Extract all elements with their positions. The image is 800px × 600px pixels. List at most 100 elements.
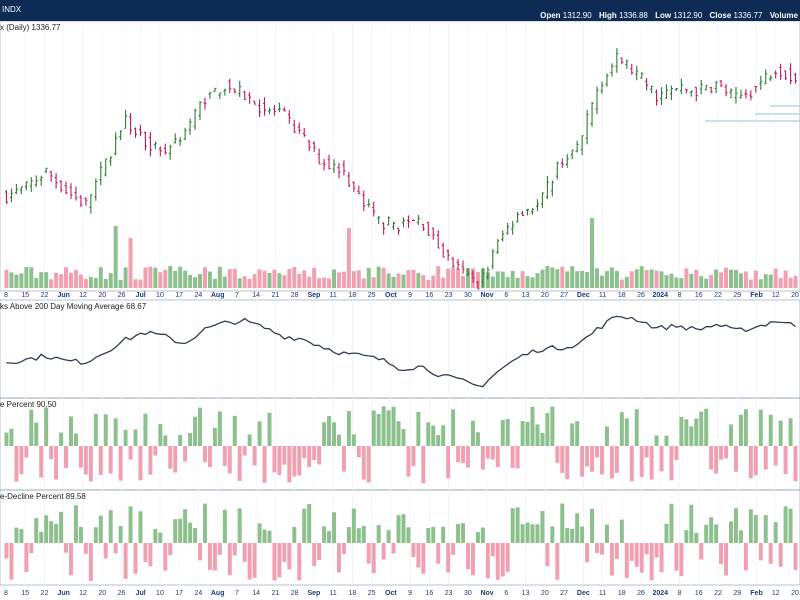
histogram-bar-down bbox=[654, 543, 659, 558]
histogram-bar-up bbox=[376, 525, 381, 543]
histogram-bar-down bbox=[719, 543, 724, 565]
histogram-bar-down bbox=[24, 446, 29, 458]
histogram-bar-up bbox=[93, 413, 98, 446]
x-tick-label: 20 bbox=[791, 292, 799, 299]
volume-bar bbox=[466, 268, 470, 288]
histogram-bar-up bbox=[758, 409, 763, 446]
x-tick-label: 14 bbox=[252, 292, 260, 299]
histogram-bar-down bbox=[113, 543, 118, 554]
histogram-bar-down bbox=[118, 446, 123, 481]
histogram-bar-up bbox=[9, 428, 14, 446]
volume-bar bbox=[257, 269, 262, 288]
header-symbol: INDX bbox=[2, 5, 22, 14]
x-tick-label: 12 bbox=[772, 590, 780, 597]
volume-bar bbox=[178, 266, 183, 288]
panel-frames bbox=[0, 21, 800, 586]
histogram-bar-up bbox=[570, 528, 575, 543]
volume-bar bbox=[138, 279, 143, 288]
histogram-bar-down bbox=[212, 543, 217, 571]
high-label: High bbox=[598, 11, 617, 20]
histogram-bar-up bbox=[14, 527, 19, 543]
histogram-bar-down bbox=[277, 543, 282, 578]
volume-bar bbox=[113, 226, 118, 288]
x-tick-label: 9 bbox=[408, 590, 412, 597]
volume-bar bbox=[98, 267, 103, 288]
x-tick-label: 6 bbox=[504, 590, 508, 597]
histogram-bar-down bbox=[252, 543, 257, 578]
histogram-bar-down bbox=[108, 446, 113, 474]
histogram-bar-up bbox=[193, 416, 198, 446]
histogram-bar-up bbox=[386, 530, 391, 543]
volume-bar bbox=[654, 270, 659, 288]
histogram-bar-up bbox=[188, 522, 193, 543]
histogram-bar-up bbox=[480, 527, 485, 543]
histogram-bar-up bbox=[679, 416, 684, 446]
histogram-bar-down bbox=[595, 446, 600, 458]
histogram-bar-up bbox=[376, 413, 381, 446]
histogram-bar-down bbox=[371, 543, 376, 574]
histogram-bar-down bbox=[659, 543, 664, 573]
volume-bar bbox=[495, 271, 500, 288]
volume-bar bbox=[599, 275, 604, 288]
volume-bar bbox=[391, 276, 396, 288]
histogram-bar-down bbox=[451, 543, 456, 555]
volume-bar bbox=[461, 276, 466, 288]
histogram-bar-up bbox=[500, 419, 505, 446]
x-tick-label: 10 bbox=[156, 590, 164, 597]
histogram-bar-up bbox=[247, 434, 252, 446]
histogram-bar-down bbox=[138, 446, 143, 481]
x-tick-label: 11 bbox=[330, 292, 337, 299]
volume-bars bbox=[4, 218, 798, 288]
stock-chart: 8 8 15 15 22 22 Jun Jun 12 12 20 20 26 26 Jul Jul 10 10 17… bbox=[0, 21, 800, 597]
histogram-bar-down bbox=[783, 446, 788, 474]
histogram-bar-down bbox=[64, 446, 69, 469]
histogram-bar-up bbox=[351, 434, 356, 446]
histogram-bar-up bbox=[565, 528, 570, 543]
histogram-bar-up bbox=[545, 413, 550, 446]
histogram-bar-up bbox=[212, 427, 217, 446]
x-tick-label: 30 bbox=[464, 590, 472, 597]
histogram-bar-up bbox=[133, 429, 138, 446]
volume-bar bbox=[629, 271, 634, 288]
histogram-bar-up bbox=[431, 526, 436, 543]
x-tick-label: 15 bbox=[21, 590, 29, 597]
histogram-bar-down bbox=[336, 543, 341, 573]
histogram-bar-down bbox=[297, 543, 302, 581]
histogram-bar-up bbox=[743, 409, 748, 446]
volume-bar bbox=[644, 270, 649, 288]
histogram-bar-down bbox=[639, 446, 644, 478]
histogram-bar-up bbox=[29, 409, 34, 446]
histogram-bar-down bbox=[580, 446, 585, 477]
histogram-bar-down bbox=[312, 446, 317, 460]
volume-bar bbox=[500, 271, 505, 288]
histogram-bar-up bbox=[525, 422, 530, 446]
x-axis-labels: 8 8 15 15 22 22 Jun Jun 12 12 20 20 26 26 Jul Jul 10 10 17… bbox=[4, 292, 799, 597]
x-tick-label: Oct bbox=[385, 590, 397, 597]
volume-bar bbox=[44, 272, 49, 288]
histogram-bar-up bbox=[550, 406, 555, 446]
histogram-bar-up bbox=[520, 524, 525, 543]
volume-bar bbox=[148, 266, 153, 288]
histogram-bar-up bbox=[763, 515, 768, 543]
histogram-bar-up bbox=[351, 508, 356, 543]
histogram-bar-down bbox=[227, 543, 232, 576]
histogram-bar-up bbox=[361, 525, 366, 543]
histogram-bar-down bbox=[341, 446, 346, 472]
histogram-bar-up bbox=[738, 530, 743, 543]
histogram-bar-down bbox=[649, 543, 654, 581]
volume-bar bbox=[689, 273, 694, 288]
histogram-bar-up bbox=[699, 411, 704, 446]
support-lines bbox=[705, 105, 800, 122]
volume-bar bbox=[322, 277, 327, 288]
x-tick-label: 17 bbox=[175, 590, 183, 597]
volume-bar bbox=[639, 266, 644, 288]
volume-bar bbox=[332, 269, 336, 288]
histogram-bar-up bbox=[98, 515, 103, 543]
histogram-bar-down bbox=[624, 543, 629, 579]
histogram-bar-down bbox=[768, 543, 773, 564]
histogram-bar-up bbox=[436, 435, 441, 446]
histogram-bar-up bbox=[39, 531, 44, 543]
histogram-bar-up bbox=[709, 517, 714, 543]
histogram-bar-up bbox=[262, 529, 267, 543]
histogram-bar-up bbox=[327, 531, 332, 543]
